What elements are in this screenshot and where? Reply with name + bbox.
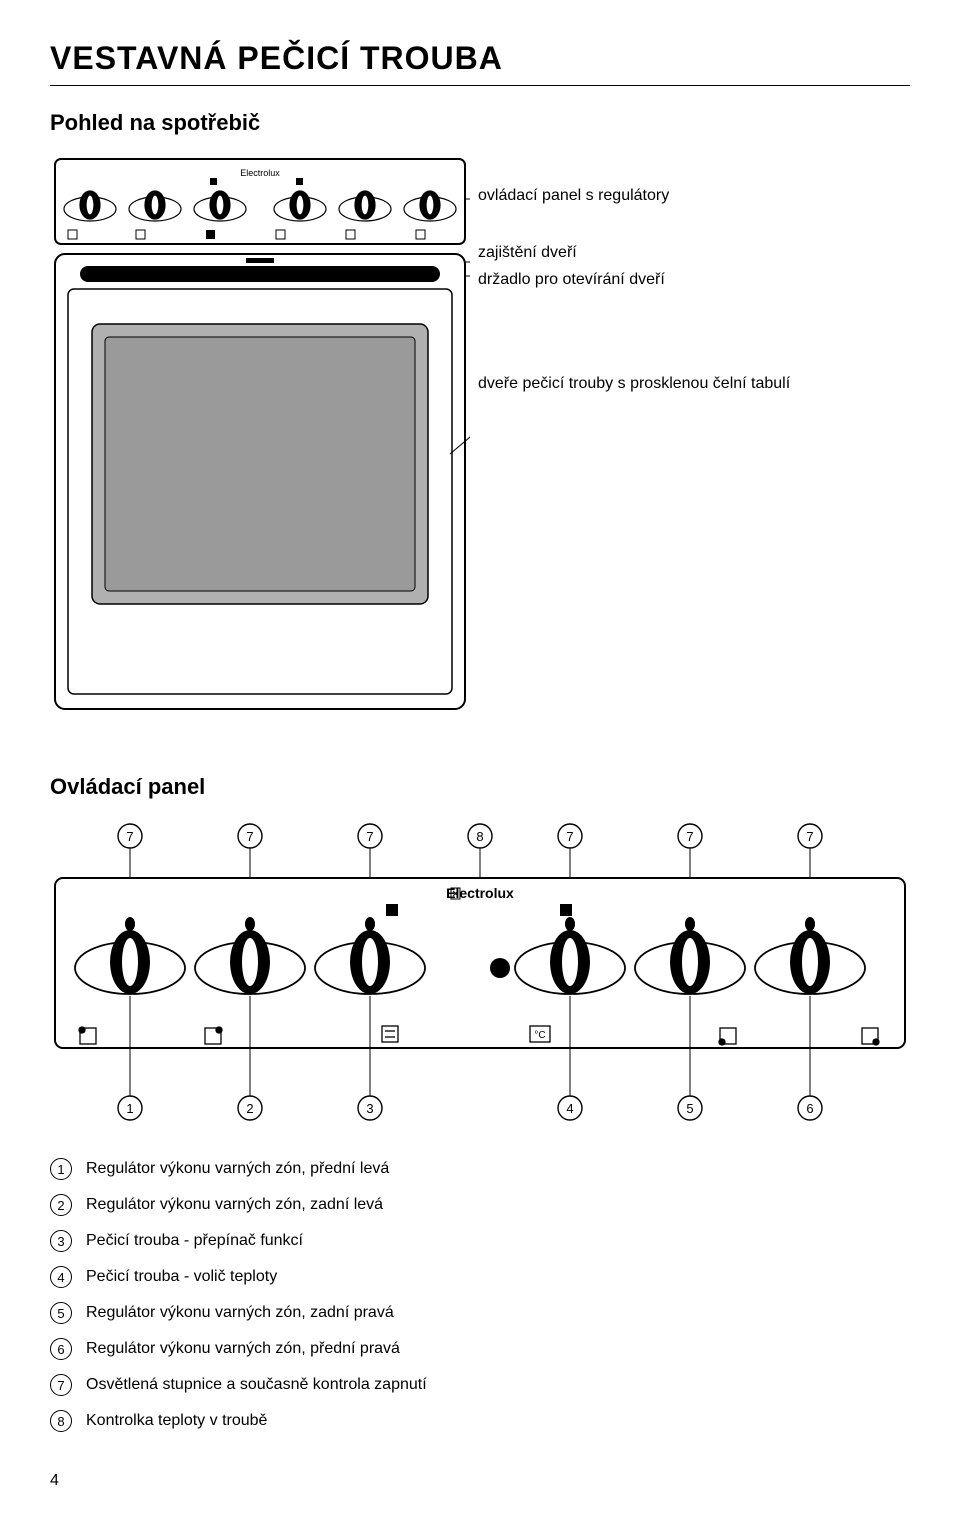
callout-glass-door: dveře pečicí trouby s prosklenou čelní t… bbox=[478, 374, 790, 395]
legend-item-text: Regulátor výkonu varných zón, zadní prav… bbox=[86, 1304, 394, 1322]
legend-item: 4 Pečicí trouba - volič teploty bbox=[50, 1266, 910, 1288]
svg-text:3: 3 bbox=[366, 1101, 373, 1116]
figure-control-panel: 7778777 Electrolux bbox=[50, 818, 910, 1128]
oven-illustration: Electrolux bbox=[50, 154, 470, 714]
legend-item-text: Regulátor výkonu varných zón, zadní levá bbox=[86, 1196, 383, 1214]
legend-item-text: Regulátor výkonu varných zón, přední pra… bbox=[86, 1340, 400, 1358]
legend-item-number: 6 bbox=[50, 1338, 72, 1360]
callout-control-panel: ovládací panel s regulátory bbox=[478, 186, 790, 207]
legend-item: 8 Kontrolka teploty v troubě bbox=[50, 1410, 910, 1432]
figure1-callouts: ovládací panel s regulátory zajištění dv… bbox=[478, 154, 790, 401]
svg-text:7: 7 bbox=[126, 829, 133, 844]
svg-text:Electrolux: Electrolux bbox=[240, 168, 280, 178]
svg-text:5: 5 bbox=[686, 1101, 693, 1116]
legend-item: 5 Regulátor výkonu varných zón, zadní pra… bbox=[50, 1302, 910, 1324]
svg-text:7: 7 bbox=[366, 829, 373, 844]
svg-text:°C: °C bbox=[534, 1030, 545, 1041]
legend-item: 2 Regulátor výkonu varných zón, zadní lev… bbox=[50, 1194, 910, 1216]
legend-item-number: 1 bbox=[50, 1158, 72, 1180]
legend-item-number: 4 bbox=[50, 1266, 72, 1288]
legend-item-number: 2 bbox=[50, 1194, 72, 1216]
legend-item-number: 5 bbox=[50, 1302, 72, 1324]
legend-item: 7 Osvětlená stupnice a současně kontrola … bbox=[50, 1374, 910, 1396]
section-control-panel: Ovládací panel 7778777 Electrolux bbox=[50, 774, 910, 1490]
callout-door-lock: zajištění dveří bbox=[478, 243, 790, 264]
legend-item-number: 7 bbox=[50, 1374, 72, 1396]
legend-item-number: 8 bbox=[50, 1410, 72, 1432]
page-title: VESTAVNÁ PEČICÍ TROUBA bbox=[50, 40, 910, 77]
page-number: 4 bbox=[50, 1472, 910, 1490]
svg-text:2: 2 bbox=[246, 1101, 253, 1116]
svg-text:7: 7 bbox=[686, 829, 693, 844]
legend-item-text: Osvětlená stupnice a současně kontrola z… bbox=[86, 1376, 427, 1394]
svg-text:7: 7 bbox=[566, 829, 573, 844]
legend-item-number: 3 bbox=[50, 1230, 72, 1252]
figure-oven-overview: Electrolux bbox=[50, 154, 910, 714]
title-rule bbox=[50, 85, 910, 86]
callout-door-handle: držadlo pro otevírání dveří bbox=[478, 270, 790, 291]
legend-list: 1 Regulátor výkonu varných zón, přední le… bbox=[50, 1158, 910, 1432]
legend-item-text: Pečicí trouba - volič teploty bbox=[86, 1268, 277, 1286]
svg-text:1: 1 bbox=[126, 1101, 133, 1116]
legend-item: 6 Regulátor výkonu varných zón, přední pr… bbox=[50, 1338, 910, 1360]
svg-text:4: 4 bbox=[566, 1101, 573, 1116]
subtitle: Pohled na spotřebič bbox=[50, 110, 910, 136]
svg-text:7: 7 bbox=[806, 829, 813, 844]
legend-item: 1 Regulátor výkonu varných zón, přední le… bbox=[50, 1158, 910, 1180]
svg-text:6: 6 bbox=[806, 1101, 813, 1116]
section2-heading: Ovládací panel bbox=[50, 774, 910, 800]
svg-text:8: 8 bbox=[476, 829, 483, 844]
legend-item-text: Kontrolka teploty v troubě bbox=[86, 1412, 267, 1430]
legend-item-text: Regulátor výkonu varných zón, přední lev… bbox=[86, 1160, 389, 1178]
svg-text:7: 7 bbox=[246, 829, 253, 844]
legend-item-text: Pečicí trouba - přepínač funkcí bbox=[86, 1232, 303, 1250]
legend-item: 3 Pečicí trouba - přepínač funkcí bbox=[50, 1230, 910, 1252]
